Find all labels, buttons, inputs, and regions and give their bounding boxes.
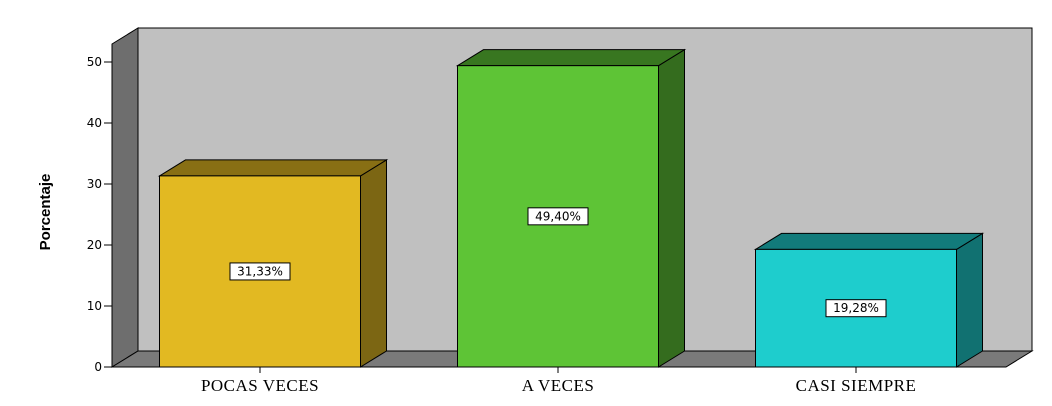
- y-tick-label: 0: [94, 360, 102, 374]
- data-label-box: [825, 299, 887, 318]
- bar-pocas-veces: 31,33%: [157, 158, 389, 368]
- data-label: 31,33%: [237, 264, 283, 278]
- bar-a-veces: 49,40%: [455, 48, 687, 368]
- data-label-box: [527, 207, 589, 226]
- bar-casi-siempre: 19,28%: [753, 232, 985, 368]
- bar-top: [455, 49, 687, 67]
- bar-side: [360, 158, 387, 368]
- x-tick-label: A VECES: [522, 376, 595, 395]
- y-tick-label: 10: [87, 299, 102, 313]
- bar-side: [658, 48, 685, 368]
- bar-top: [753, 232, 985, 250]
- y-tick-label: 30: [87, 177, 102, 191]
- x-tick-label: POCAS VECES: [201, 376, 319, 395]
- y-axis-label: Porcentaje: [37, 174, 54, 251]
- bar-top: [157, 159, 389, 177]
- x-tick-label: CASI SIEMPRE: [796, 376, 917, 395]
- y-tick-label: 50: [87, 55, 102, 69]
- y-tick-label: 40: [87, 116, 102, 130]
- data-label: 49,40%: [535, 209, 581, 223]
- bars: 31,33% 49,40% 19,28%: [157, 48, 985, 368]
- bar-side: [956, 232, 983, 368]
- data-label: 19,28%: [833, 301, 879, 315]
- x-axis: POCAS VECES A VECES CASI SIEMPRE: [201, 367, 916, 395]
- y-tick-label: 20: [87, 238, 102, 252]
- side-wall: [111, 27, 139, 368]
- data-label-box: [229, 262, 291, 281]
